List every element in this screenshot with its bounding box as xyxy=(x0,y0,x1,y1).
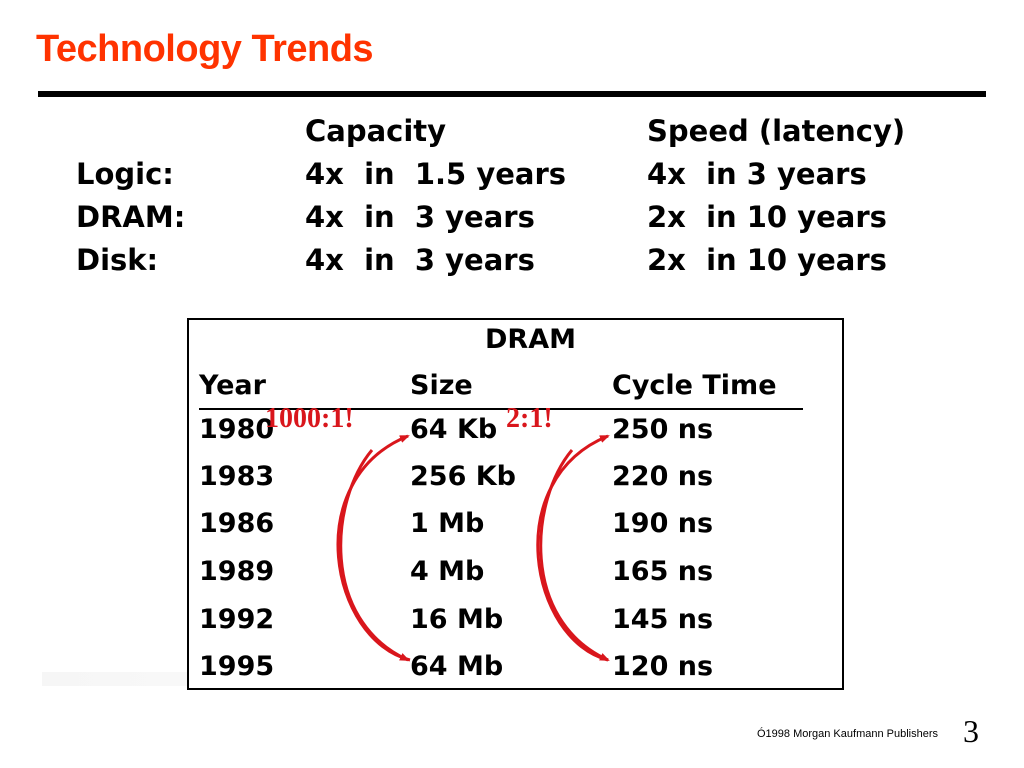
cycle-ratio-annotation: 2:1! xyxy=(506,403,553,434)
trends-header-speed: Speed (latency) xyxy=(647,114,906,148)
dram-row: 1983 256 Kb 220 ns xyxy=(199,461,803,501)
dram-table: DRAM Year Size Cycle Time 1980 64 Kb 250… xyxy=(187,318,844,690)
dram-header-cycle-time: Cycle Time xyxy=(612,370,777,401)
trends-label: DRAM: xyxy=(76,200,186,234)
dram-size: 16 Mb xyxy=(410,604,504,635)
trends-capacity: 4x in 3 years xyxy=(305,243,535,277)
dram-year: 1995 xyxy=(199,651,275,682)
trends-speed: 4x in 3 years xyxy=(647,157,867,191)
dram-header-row: Year Size Cycle Time xyxy=(199,370,803,410)
dram-table-title: DRAM xyxy=(485,324,576,355)
trends-header-capacity: Capacity xyxy=(305,114,447,148)
trends-capacity: 4x in 1.5 years xyxy=(305,157,567,191)
dram-year: 1989 xyxy=(199,556,275,587)
slide-title: Technology Trends xyxy=(36,28,374,70)
dram-row: 1992 16 Mb 145 ns xyxy=(199,604,803,644)
dram-header-year: Year xyxy=(199,370,266,401)
dram-cycle-time: 250 ns xyxy=(612,414,714,445)
dram-row: 1995 64 Mb 120 ns xyxy=(199,651,803,691)
trends-label: Disk: xyxy=(76,243,159,277)
size-ratio-annotation: 1000:1! xyxy=(265,403,354,434)
copyright-footer: Ó1998 Morgan Kaufmann Publishers xyxy=(757,728,938,740)
dram-row: 1980 64 Kb 250 ns xyxy=(199,414,803,454)
dram-year: 1983 xyxy=(199,461,275,492)
dram-header-size: Size xyxy=(410,370,473,401)
dram-year: 1986 xyxy=(199,508,275,539)
trends-speed: 2x in 10 years xyxy=(647,243,887,277)
title-divider xyxy=(38,91,986,97)
dram-size: 4 Mb xyxy=(410,556,485,587)
dram-year: 1992 xyxy=(199,604,275,635)
dram-row: 1986 1 Mb 190 ns xyxy=(199,508,803,548)
dram-cycle-time: 165 ns xyxy=(612,556,714,587)
dram-year: 1980 xyxy=(199,414,275,445)
dram-size: 1 Mb xyxy=(410,508,485,539)
trends-label: Logic: xyxy=(76,157,174,191)
dram-size: 64 Kb xyxy=(410,414,498,445)
trends-capacity: 4x in 3 years xyxy=(305,200,535,234)
dram-size: 64 Mb xyxy=(410,651,504,682)
dram-cycle-time: 190 ns xyxy=(612,508,714,539)
trends-speed: 2x in 10 years xyxy=(647,200,887,234)
dram-cycle-time: 220 ns xyxy=(612,461,714,492)
dram-row: 1989 4 Mb 165 ns xyxy=(199,556,803,596)
dram-cycle-time: 120 ns xyxy=(612,651,714,682)
page-number: 3 xyxy=(963,713,979,749)
dram-cycle-time: 145 ns xyxy=(612,604,714,635)
dram-size: 256 Kb xyxy=(410,461,517,492)
